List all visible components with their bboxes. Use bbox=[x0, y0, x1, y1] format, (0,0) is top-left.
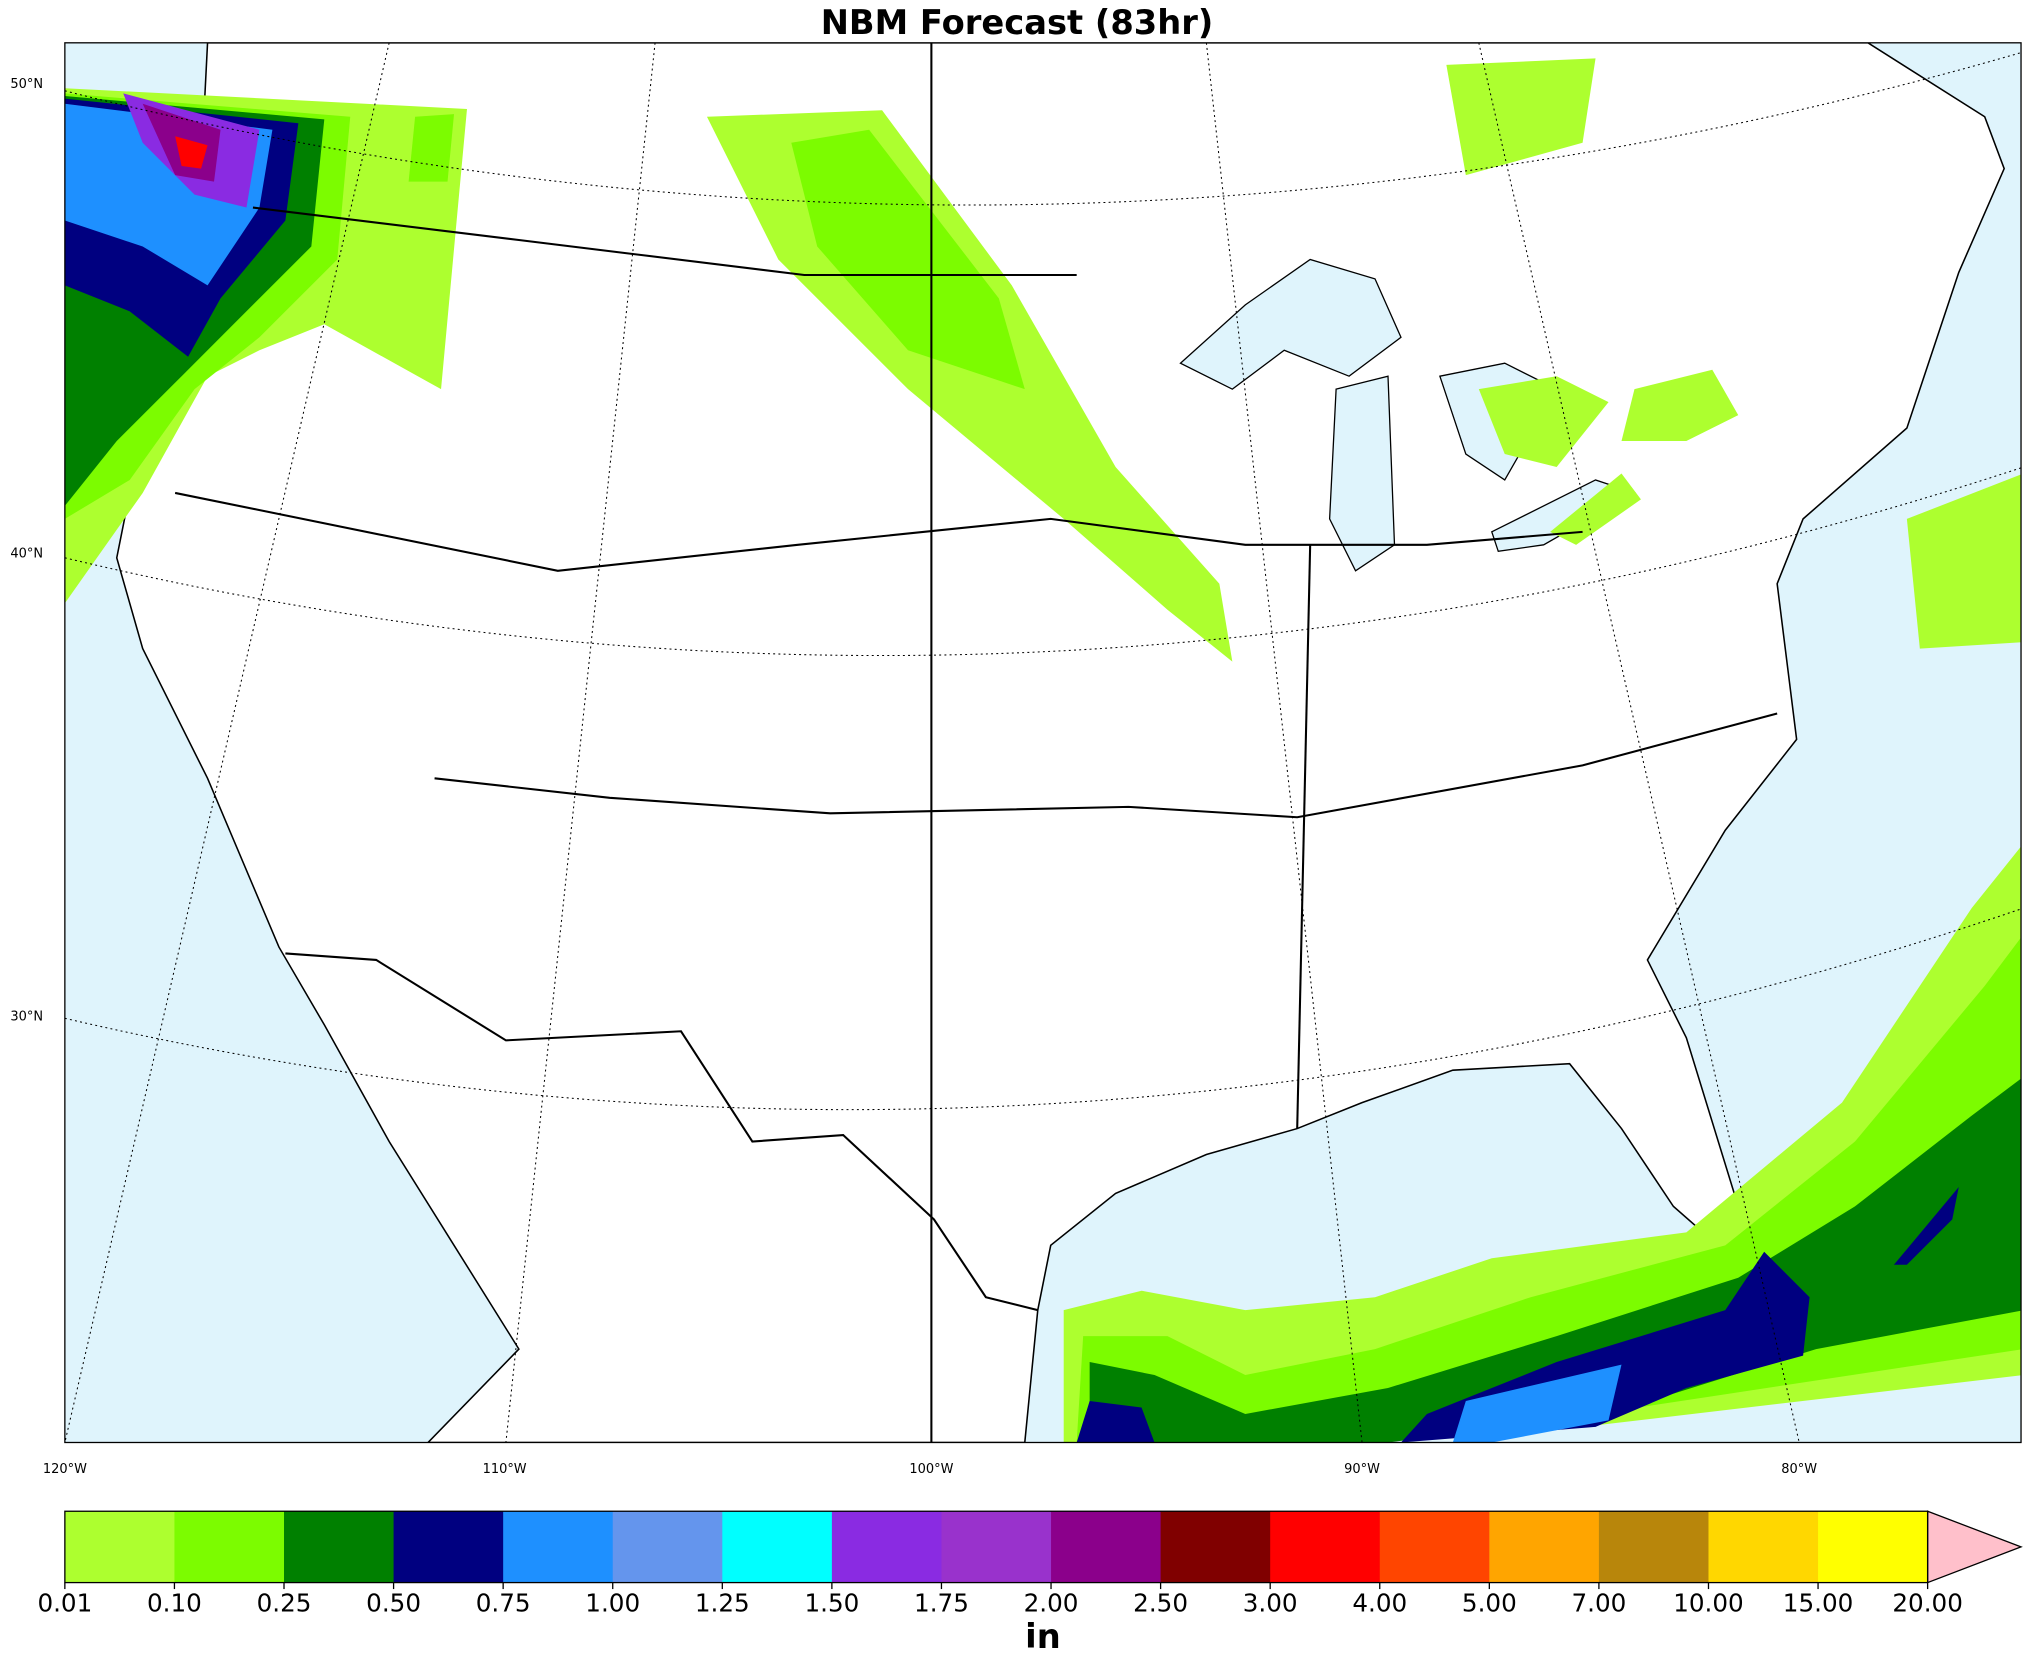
lat-label: 50°N bbox=[10, 77, 43, 92]
colorbar-bin bbox=[503, 1511, 614, 1583]
map-title: NBM Forecast (83hr) bbox=[821, 3, 1214, 42]
colorbar-label: in bbox=[1025, 1617, 1061, 1656]
colorbar-bin bbox=[64, 1511, 176, 1583]
colorbar-bin bbox=[174, 1511, 285, 1583]
colorbar-bin bbox=[1708, 1511, 1819, 1583]
lon-label: 100°W bbox=[909, 1462, 953, 1477]
graticule bbox=[64, 42, 2022, 1443]
colorbar-bin bbox=[393, 1511, 504, 1583]
graticule-labels: 50°N 40°N 30°N 120°W 110°W 100°W 90°W 80°W bbox=[10, 77, 1817, 1477]
colorbar-bin bbox=[941, 1511, 1052, 1583]
colorbar-bin bbox=[284, 1511, 395, 1583]
map bbox=[64, 42, 2022, 1444]
lon-label: 80°W bbox=[1781, 1462, 1817, 1477]
lat-label: 40°N bbox=[10, 546, 43, 561]
colorbar-tick-label: 2.50 bbox=[1133, 1589, 1188, 1618]
lon-label: 110°W bbox=[483, 1462, 527, 1477]
colorbar-tick-label: 10.00 bbox=[1673, 1589, 1744, 1618]
lon-label: 120°W bbox=[43, 1462, 87, 1477]
colorbar-frame bbox=[64, 1510, 1929, 1584]
colorbar-bin bbox=[1270, 1511, 1381, 1583]
colorbar: 0.01 0.10 0.25 0.50 0.75 1.00 1.25 1.50 1.75 2.00… bbox=[37, 1510, 2023, 1618]
colorbar-tick-label: 0.01 bbox=[37, 1589, 92, 1618]
lon-label: 90°W bbox=[1344, 1462, 1380, 1477]
colorbar-tick-label: 5.00 bbox=[1462, 1589, 1517, 1618]
lat-label: 30°N bbox=[10, 1010, 43, 1025]
colorbar-bin bbox=[722, 1511, 833, 1583]
colorbar-tick-label: 2.00 bbox=[1024, 1589, 1079, 1618]
colorbar-tick-label: 0.75 bbox=[476, 1589, 531, 1618]
colorbar-tick-label: 15.00 bbox=[1783, 1589, 1854, 1618]
colorbar-tick-label: 4.00 bbox=[1352, 1589, 1407, 1618]
colorbar-bin bbox=[1160, 1511, 1271, 1583]
colorbar-bin bbox=[612, 1511, 723, 1583]
colorbar-bin bbox=[1818, 1511, 1929, 1583]
colorbar-tick-label: 1.50 bbox=[804, 1589, 859, 1618]
colorbar-tick-label: 0.25 bbox=[257, 1589, 312, 1618]
colorbar-tick-label: 20.00 bbox=[1892, 1589, 1963, 1618]
precipitation bbox=[64, 58, 2022, 1443]
colorbar-tick-label: 3.00 bbox=[1243, 1589, 1298, 1618]
colorbar-tick-label: 0.10 bbox=[147, 1589, 202, 1618]
colorbar-bin bbox=[1051, 1511, 1162, 1583]
colorbar-tick-label: 1.75 bbox=[914, 1589, 969, 1618]
colorbar-tick-label: 7.00 bbox=[1571, 1589, 1626, 1618]
map-frame bbox=[64, 42, 2022, 1444]
colorbar-tick-label: 1.00 bbox=[585, 1589, 640, 1618]
borders bbox=[174, 42, 1778, 1443]
colorbar-tick-label: 0.50 bbox=[366, 1589, 421, 1618]
colorbar-bin bbox=[1379, 1511, 1490, 1583]
colorbar-bin bbox=[1489, 1511, 1600, 1583]
colorbar-bin bbox=[1598, 1511, 1710, 1583]
colorbar-tick-label: 1.25 bbox=[695, 1589, 750, 1618]
colorbar-bin bbox=[831, 1511, 943, 1583]
colorbar-extend bbox=[1926, 1510, 2023, 1584]
